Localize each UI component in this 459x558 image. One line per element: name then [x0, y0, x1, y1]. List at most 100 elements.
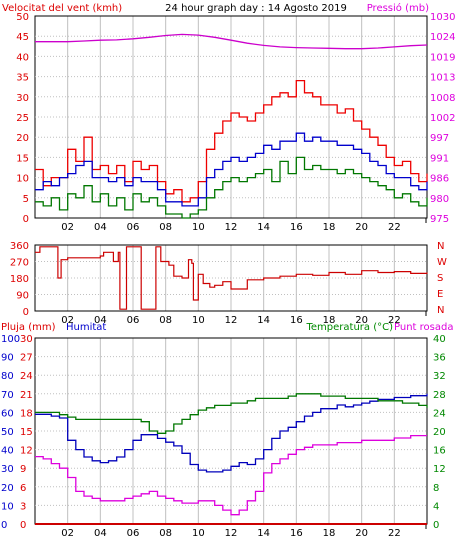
wind-y-tick-label: 5 — [23, 194, 29, 205]
direction-y-tick-label: 270 — [10, 258, 29, 269]
temperature-y-tick-label: 40 — [433, 334, 446, 345]
rain-y-tick-label: 3 — [20, 501, 26, 512]
met-series-dewpoint — [35, 434, 427, 516]
pressure-y-tick-label: 1013 — [430, 73, 455, 84]
temperature-y-tick-label: 16 — [433, 446, 446, 457]
temperature-y-tick-label: 4 — [433, 501, 439, 512]
wind-y-tick-label: 0 — [23, 214, 29, 225]
met-series-humidity — [35, 393, 428, 473]
direction-panel-x-tick-label: 16 — [290, 315, 303, 326]
direction-panel-x-tick-label: 08 — [159, 315, 172, 326]
wind-panel-x-tick-label: 10 — [192, 222, 205, 233]
temperature-y-tick-label: 8 — [433, 483, 439, 494]
direction-panel-x-tick-label: 18 — [323, 315, 336, 326]
met-series-temperature — [35, 393, 428, 434]
rain-y-tick-label: 21 — [20, 390, 33, 401]
met-panel-x-tick-label: 06 — [127, 528, 140, 539]
humidity-y-tick-label: 50 — [1, 427, 14, 438]
wind-panel-x-tick-label: 04 — [94, 222, 107, 233]
humidity-y-tick-label: 40 — [1, 446, 14, 457]
wind-series-pressure — [35, 33, 428, 50]
pressure-y-tick-label: 1002 — [430, 113, 455, 124]
met-panel-x-tick-label: 22 — [388, 528, 401, 539]
wind-panel-x-tick-label: 16 — [290, 222, 303, 233]
met-panel-x-tick-label: 02 — [61, 528, 74, 539]
compass-label-e: E — [437, 289, 443, 300]
rain-axis-label: Pluja (mm) — [1, 322, 56, 333]
wind-y-tick-label: 50 — [16, 12, 29, 23]
rain-y-tick-label: 15 — [20, 427, 33, 438]
rain-y-tick-label: 30 — [20, 334, 33, 345]
pressure-y-tick-label: 1008 — [430, 93, 455, 104]
wind-panel-x-tick-label: 12 — [225, 222, 238, 233]
humidity-y-tick-label: 70 — [1, 390, 14, 401]
direction-y-tick-label: 90 — [16, 291, 29, 302]
wind-panel-x-tick-label: 14 — [257, 222, 270, 233]
compass-label-s: S — [437, 273, 443, 284]
pressure-y-tick-label: 1030 — [430, 12, 455, 23]
humidity-axis-label: Humitat — [66, 322, 106, 333]
pressure-y-tick-label: 997 — [430, 133, 449, 144]
compass-label-n-top: N — [437, 241, 444, 252]
direction-panel-x-tick-label: 04 — [94, 315, 107, 326]
temperature-axis-label: Temperatura (°C) — [305, 322, 393, 333]
humidity-y-tick-label: 80 — [1, 371, 14, 382]
direction-panel-x-tick-label: 22 — [388, 315, 401, 326]
wind-series-gust — [35, 79, 428, 203]
wind-panel-x-tick-label: 22 — [388, 222, 401, 233]
wind-y-tick-label: 30 — [16, 93, 29, 104]
wind-y-tick-label: 35 — [16, 73, 29, 84]
direction-panel-x-tick-label: 10 — [192, 315, 205, 326]
direction-panel-x-tick-label: 02 — [61, 315, 74, 326]
wind-y-tick-label: 20 — [16, 133, 29, 144]
met-panel-x-tick-label: 14 — [257, 528, 270, 539]
rain-y-tick-label: 12 — [20, 446, 33, 457]
wind-y-tick-label: 25 — [16, 113, 29, 124]
humidity-y-tick-label: 90 — [1, 353, 14, 364]
wind-panel-x-tick-label: 02 — [61, 222, 74, 233]
met-panel-x-tick-label: 04 — [94, 528, 107, 539]
humidity-y-tick-label: 10 — [1, 501, 14, 512]
met-panel-x-tick-label: 18 — [323, 528, 336, 539]
wind-panel-x-tick-label: 18 — [323, 222, 336, 233]
temperature-y-tick-label: 24 — [433, 408, 446, 419]
direction-y-tick-label: 0 — [23, 307, 29, 318]
humidity-y-tick-label: 30 — [1, 464, 14, 475]
direction-series-line — [35, 246, 428, 310]
pressure-y-tick-label: 991 — [430, 153, 449, 164]
wind-y-tick-label: 10 — [16, 174, 29, 185]
temperature-y-tick-label: 32 — [433, 371, 446, 382]
pressure-axis-label: Pressió (mb) — [367, 2, 429, 14]
wind-series-min — [35, 156, 428, 219]
direction-panel-x-tick-label: 06 — [127, 315, 140, 326]
temperature-y-tick-label: 12 — [433, 464, 446, 475]
pressure-y-tick-label: 1019 — [430, 52, 455, 63]
wind-y-tick-label: 45 — [16, 32, 29, 43]
met-panel-x-tick-label: 08 — [159, 528, 172, 539]
wind-y-tick-label: 15 — [16, 153, 29, 164]
rain-y-tick-label: 27 — [20, 353, 33, 364]
wind-panel-x-tick-label: 06 — [127, 222, 140, 233]
compass-label-w: W — [437, 257, 447, 268]
temperature-y-tick-label: 0 — [433, 520, 439, 531]
rain-y-tick-label: 18 — [20, 408, 33, 419]
met-panel-x-tick-label: 16 — [290, 528, 303, 539]
rain-y-tick-label: 24 — [20, 371, 33, 382]
temperature-y-tick-label: 20 — [433, 427, 446, 438]
direction-y-tick-label: 180 — [10, 274, 29, 285]
wind-series-avg — [35, 132, 428, 207]
rain-y-tick-label: 0 — [20, 520, 26, 531]
direction-panel-x-tick-label: 12 — [225, 315, 238, 326]
dewpoint-axis-label: Punt rosada — [394, 322, 453, 333]
direction-panel-x-tick-label: 14 — [257, 315, 270, 326]
temperature-y-tick-label: 36 — [433, 353, 446, 364]
pressure-y-tick-label: 975 — [430, 214, 449, 225]
direction-panel-x-tick-label: 20 — [355, 315, 368, 326]
compass-label-n-bottom: N — [437, 305, 444, 316]
direction-y-tick-label: 360 — [10, 241, 29, 252]
rain-y-tick-label: 6 — [20, 483, 26, 494]
humidity-y-tick-label: 0 — [1, 520, 7, 531]
met-panel-x-tick-label: 10 — [192, 528, 205, 539]
